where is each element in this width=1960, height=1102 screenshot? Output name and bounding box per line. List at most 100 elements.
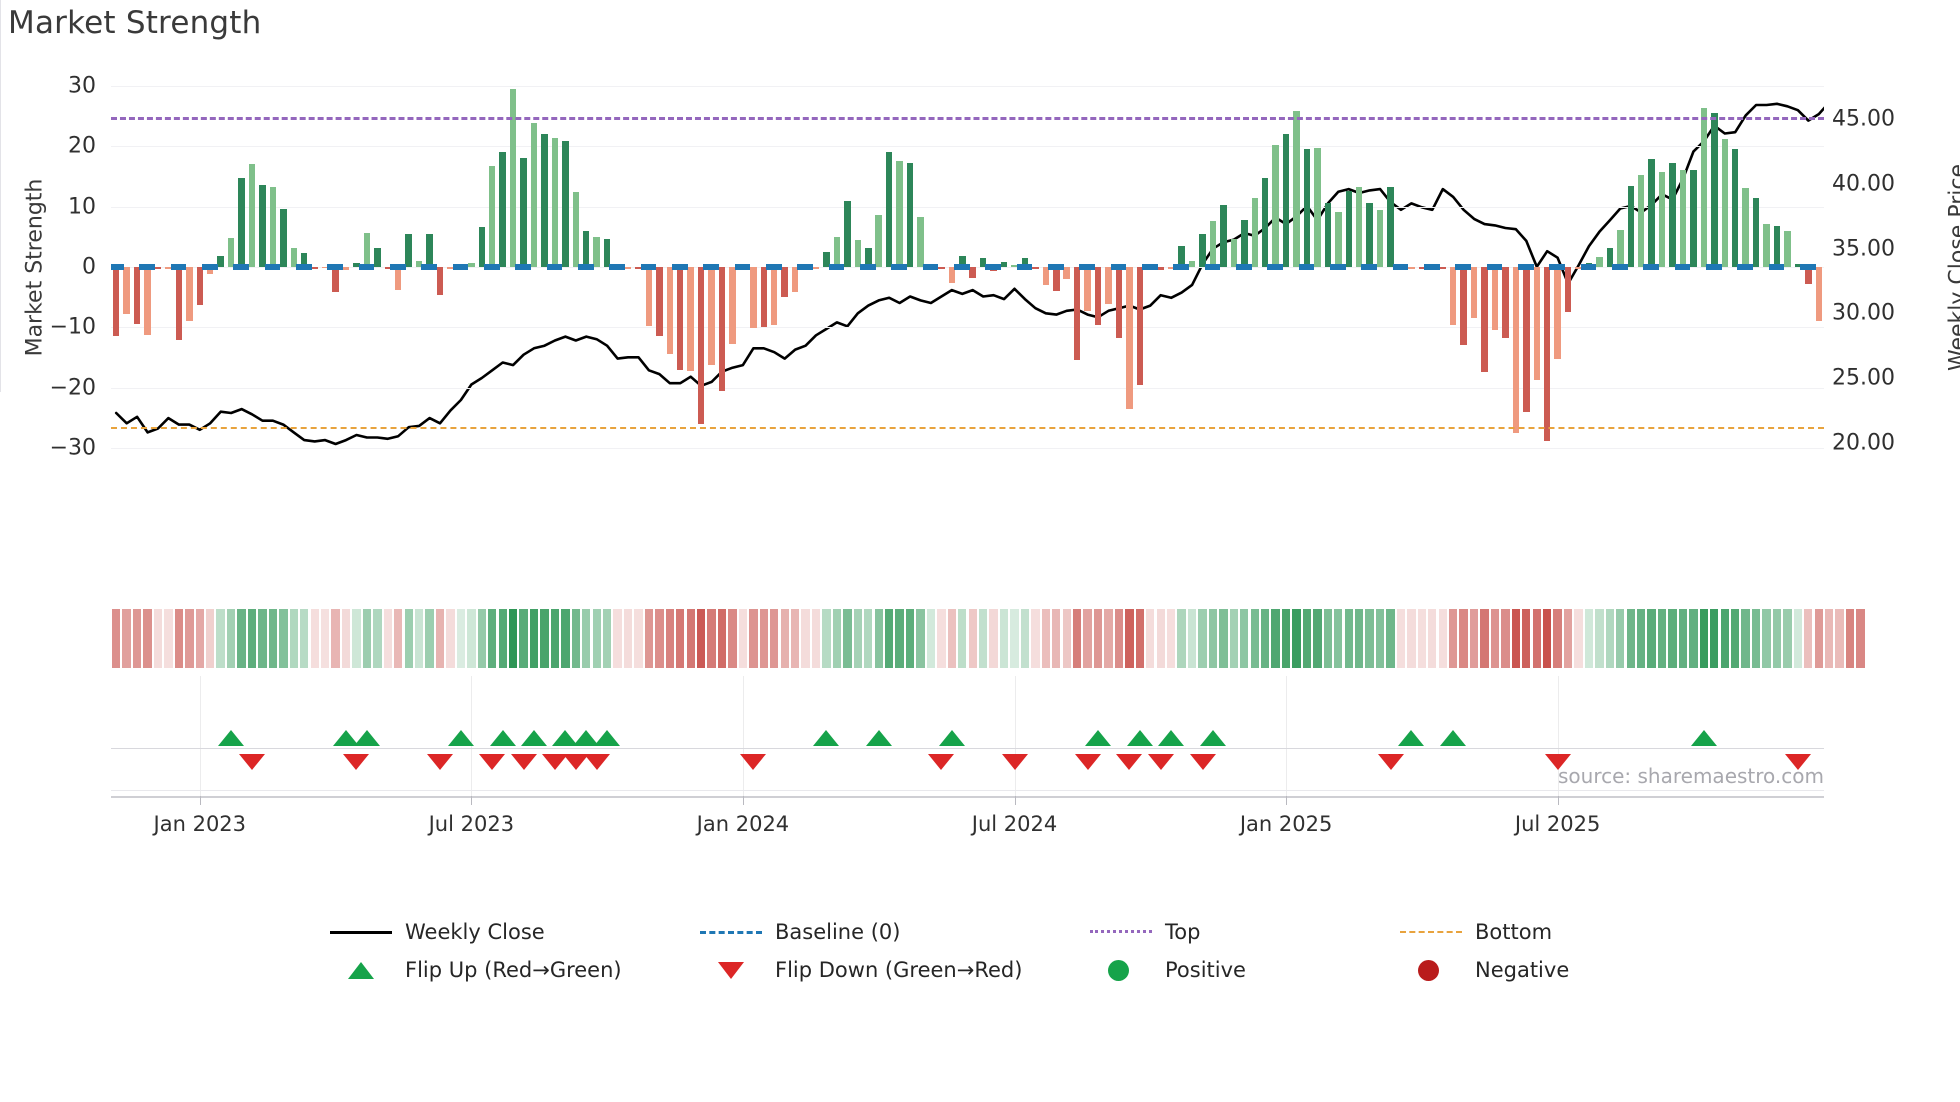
y-tick-right-1: 40.00 [1832, 171, 1895, 197]
bar [948, 266, 956, 284]
legend-item-red-dot[interactable]: Negative [1400, 958, 1569, 982]
bar [123, 266, 130, 315]
flip-up-marker [1126, 730, 1153, 746]
legend-item-green-dot[interactable]: Positive [1090, 958, 1246, 982]
bar [708, 266, 715, 366]
bar [269, 186, 277, 267]
gridline-2 [111, 206, 1824, 208]
bar [1293, 111, 1300, 267]
flip-up-marker [447, 730, 474, 746]
bar [1794, 263, 1802, 267]
bar [332, 266, 339, 293]
heat-cell [1250, 609, 1259, 668]
heat-cell [1751, 609, 1761, 668]
legend-item-dashed-line[interactable]: Baseline (0) [700, 920, 900, 944]
heat-cell [905, 609, 915, 668]
bar [677, 266, 684, 370]
x-tick-mark-3 [1014, 796, 1016, 805]
legend-item-dotted-line[interactable]: Top [1090, 920, 1200, 944]
bar [1554, 266, 1561, 360]
bar [1815, 266, 1822, 322]
heat-cell [488, 609, 497, 668]
heat-cell [404, 609, 413, 668]
heat-cell [1563, 609, 1573, 668]
dashed-line-key [1400, 921, 1462, 943]
heat-cell [550, 609, 560, 668]
bar [1491, 266, 1499, 330]
heat-cell [1720, 609, 1729, 668]
bar [1094, 266, 1102, 325]
bar [1021, 257, 1029, 267]
gridline-1 [111, 146, 1824, 148]
heat-cell [1449, 609, 1458, 668]
red-dot-key [1400, 959, 1462, 981]
y-tick-left-1: 20 [68, 133, 96, 159]
heat-cell [937, 609, 946, 668]
gridline-4 [111, 327, 1824, 329]
legend-item-triangle-down[interactable]: Flip Down (Green→Red) [700, 958, 1022, 982]
gridline-5 [111, 387, 1824, 389]
baseline-dash [139, 263, 155, 270]
baseline-dash [1361, 263, 1377, 270]
heat-cell [759, 609, 768, 668]
y-tick-left-3: 0 [82, 254, 96, 280]
x-tick-label-3: Jul 2024 [971, 812, 1058, 836]
bar [530, 123, 538, 267]
heat-cell [1052, 609, 1061, 668]
heat-cell [999, 609, 1009, 668]
flip-down-marker [343, 754, 370, 770]
baseline-dash [1768, 263, 1785, 270]
legend-label: Baseline (0) [775, 920, 901, 944]
baseline-dash [358, 263, 375, 270]
flip-up-marker [1158, 730, 1185, 746]
bar [1188, 260, 1196, 267]
bar [206, 266, 214, 275]
plot-frame [111, 74, 1824, 466]
bar [1073, 266, 1081, 361]
heat-cell [728, 609, 737, 668]
x-tick-mark-5 [1557, 796, 1559, 805]
heat-cell [1020, 609, 1030, 668]
heat-cell [435, 609, 445, 668]
gridline-0 [111, 86, 1824, 88]
flip-up-marker [353, 730, 380, 746]
flip-up-marker [594, 730, 621, 746]
bar [227, 238, 235, 267]
heat-cell [446, 609, 455, 668]
y-tick-right-3: 30.00 [1832, 300, 1895, 326]
heat-cell [1783, 609, 1792, 668]
legend-item-dashed-line[interactable]: Bottom [1400, 920, 1552, 944]
y-tick-left-6: −30 [49, 435, 96, 461]
heat-cell [1689, 609, 1698, 668]
left-axis-spine [0, 0, 1, 392]
legend-item-solid-line[interactable]: Weekly Close [330, 920, 545, 944]
triangle-up-key [330, 959, 392, 981]
bar [384, 266, 392, 269]
bar [1251, 198, 1258, 267]
bar [1658, 171, 1666, 267]
baseline-dash [1047, 263, 1064, 270]
baseline-dash [515, 263, 531, 270]
bar [1564, 266, 1572, 312]
legend-item-triangle-up[interactable]: Flip Up (Red→Green) [330, 958, 622, 982]
flip-down-marker [740, 754, 767, 770]
flip-vgrid-5 [1557, 676, 1559, 796]
heat-cell [1313, 609, 1322, 668]
baseline-dash [734, 263, 751, 270]
heat-cell [592, 609, 601, 668]
baseline-dash [1079, 263, 1095, 270]
bar [248, 164, 256, 267]
x-tick-label-4: Jan 2025 [1239, 812, 1333, 836]
flip-up-marker [813, 730, 840, 746]
bar [499, 151, 506, 267]
y-tick-left-5: −20 [49, 375, 96, 401]
bar [489, 165, 496, 267]
heat-cell [320, 609, 330, 668]
bar [112, 266, 120, 336]
heat-cell [989, 609, 998, 668]
heat-cell [1731, 609, 1740, 668]
x-tick-label-5: Jul 2025 [1514, 812, 1601, 836]
heat-cell [790, 609, 800, 668]
bar [1282, 134, 1290, 267]
